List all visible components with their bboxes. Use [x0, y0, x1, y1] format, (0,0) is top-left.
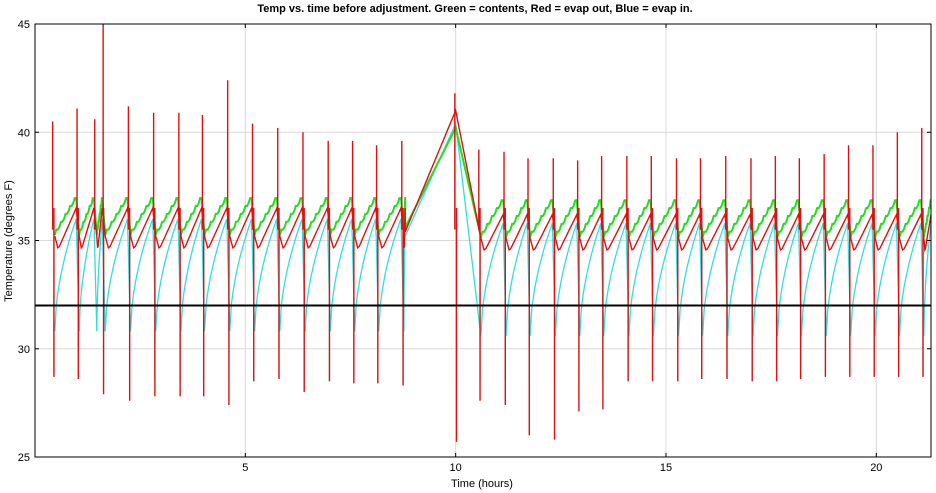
y-axis-label: Temperature (degrees F) — [3, 180, 15, 302]
series-evap-out — [54, 108, 932, 253]
y-tick-label: 30 — [18, 344, 30, 356]
y-tick-label: 35 — [18, 236, 30, 248]
series-layer — [51, 24, 932, 442]
y-tick-label: 25 — [18, 452, 30, 464]
chart-title: Temp vs. time before adjustment. Green =… — [257, 3, 692, 15]
series-evap-in — [54, 121, 932, 336]
x-tick-label: 15 — [660, 462, 672, 474]
series-contents — [53, 125, 932, 241]
x-tick-label: 10 — [450, 462, 462, 474]
y-tick-label: 45 — [18, 19, 30, 31]
x-tick-label: 5 — [242, 462, 248, 474]
ticks: 5 10 15 20 25 30 35 40 45 — [18, 19, 931, 474]
x-tick-label: 20 — [870, 462, 882, 474]
y-tick-label: 40 — [18, 127, 30, 139]
x-axis-label: Time (hours) — [451, 478, 513, 490]
